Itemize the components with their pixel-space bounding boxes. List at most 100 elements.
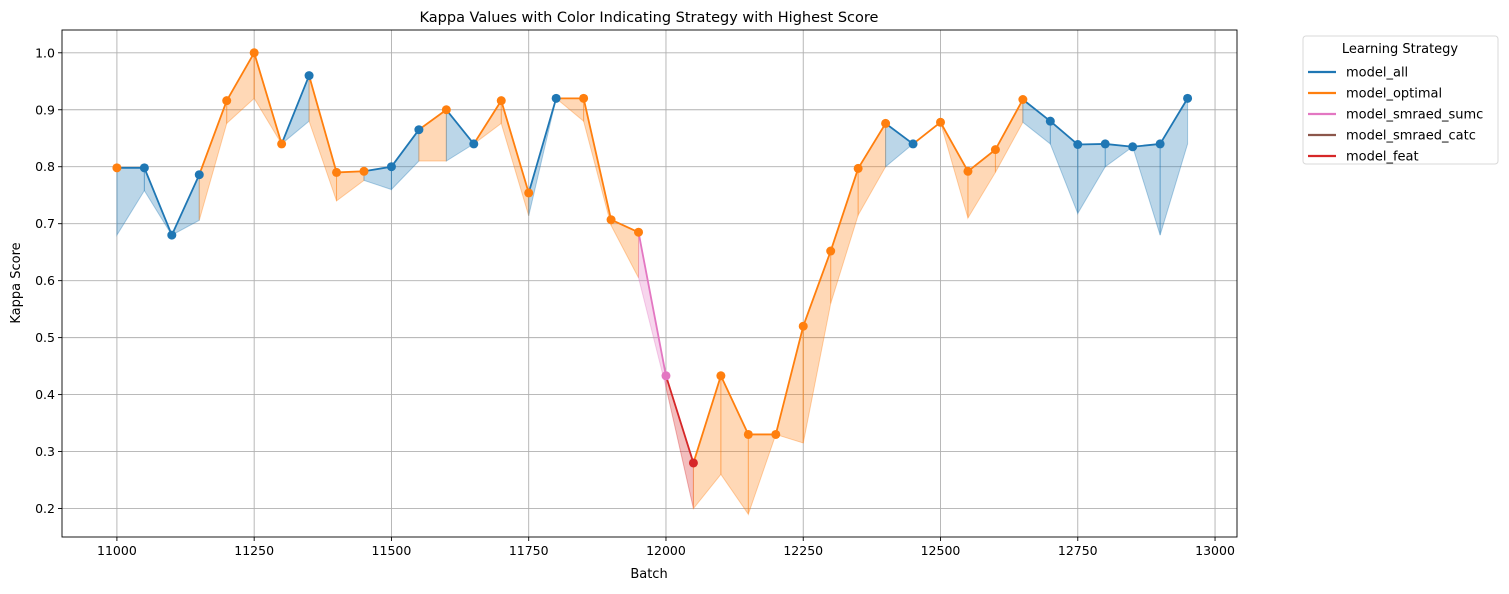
data-point [826,246,836,256]
series-segment [363,165,393,173]
series-segment [500,99,530,194]
series-segment [719,374,750,436]
y-tick-label: 0.9 [35,102,55,117]
data-point [277,139,287,149]
data-point [634,227,644,237]
series-segment [939,121,969,173]
series-segment [967,148,997,173]
data-point [1018,94,1028,104]
series-segment [637,231,667,377]
range-band [1049,120,1079,214]
range-band [116,167,145,237]
y-axis-label: Kappa Score [9,242,24,323]
data-point [688,458,698,468]
data-point [414,125,424,135]
range-band [198,100,228,221]
data-point [743,429,753,439]
range-band [445,108,475,162]
data-point [332,167,342,177]
series-segment [308,74,338,174]
series-segment [884,122,914,145]
legend-title: Learning Strategy [1342,42,1459,57]
range-band [500,100,530,216]
data-point [798,321,808,331]
data-point [936,117,946,127]
legend-box [1302,35,1499,165]
data-point [551,93,561,103]
range-band [665,375,694,509]
legend-items: model_all model_optimal model_smraed_sumcm… [1308,66,1483,165]
range-band [226,50,255,125]
series-segment [253,51,283,145]
x-tick-label: 12250 [783,543,823,558]
data-point [1045,116,1055,126]
series-segment [829,167,860,252]
data-point [1073,140,1083,150]
series-segment [857,122,887,170]
data-point [853,163,863,173]
data-point [881,118,891,128]
series-segment [1104,143,1134,148]
x-tick-label: 11750 [509,543,549,558]
data-point [908,139,918,149]
series-segment [170,173,201,236]
range-band [528,98,557,216]
series-segment [335,170,365,174]
y-ticks: 0.2 0.3 0.4 0.5 0.6 0.7 0.8 0.9 1.0 [35,45,62,516]
range-band [692,375,722,510]
data-point [194,170,204,180]
series-segment [774,325,805,436]
range-band [802,250,832,444]
x-tick-label: 12750 [1058,543,1098,558]
legend-label: model_optimal [1346,87,1442,102]
data-point [771,429,781,439]
series-segment [225,51,256,102]
data-point [139,163,149,173]
range-band [418,108,447,162]
range-fills [116,50,1189,516]
series-segment [417,108,448,131]
series-segment [1159,97,1189,145]
series-segment [1076,143,1107,146]
y-tick-label: 0.2 [35,501,55,516]
series-segment [994,98,1024,151]
data-point [661,371,671,381]
series-segment [472,99,503,145]
range-band [308,75,338,202]
data-point [249,48,259,58]
series-segment [280,74,310,145]
x-tick-label: 12000 [646,543,686,558]
series-segment [665,374,695,464]
range-band [1077,143,1106,216]
series-segment [390,128,420,168]
series-segment [692,374,722,464]
y-tick-label: 0.6 [35,273,55,288]
series-lines [116,51,1189,464]
data-point [112,163,122,173]
data-point [359,166,369,176]
series-segment [445,108,475,145]
legend-label: model_feat [1346,150,1419,165]
series-segment [527,97,558,194]
x-tick-label: 13000 [1195,543,1235,558]
legend-label: model_smraed_catc [1346,129,1476,144]
range-band [720,375,749,516]
x-tick-label: 11000 [97,543,137,558]
x-ticks: 11000 11250 11500 11750 12000 12250 12500 12750… [97,537,1235,558]
legend: Learning Strategy model_all model_optimal… [1302,35,1499,165]
grid [62,30,1237,537]
plot-frame [61,29,1238,538]
series-segment [198,99,228,176]
range-band [747,433,777,515]
y-tick-label: 0.8 [35,159,55,174]
chart-title: Kappa Values with Color Indicating Strat… [420,10,879,26]
data-point [496,96,506,106]
data-point [524,188,534,198]
x-axis-label: Batch [630,567,667,582]
y-tick-label: 0.5 [35,330,55,345]
series-segment [582,97,612,221]
data-point [1100,139,1110,149]
y-tick-label: 0.4 [35,387,55,402]
x-tick-label: 11250 [234,543,274,558]
